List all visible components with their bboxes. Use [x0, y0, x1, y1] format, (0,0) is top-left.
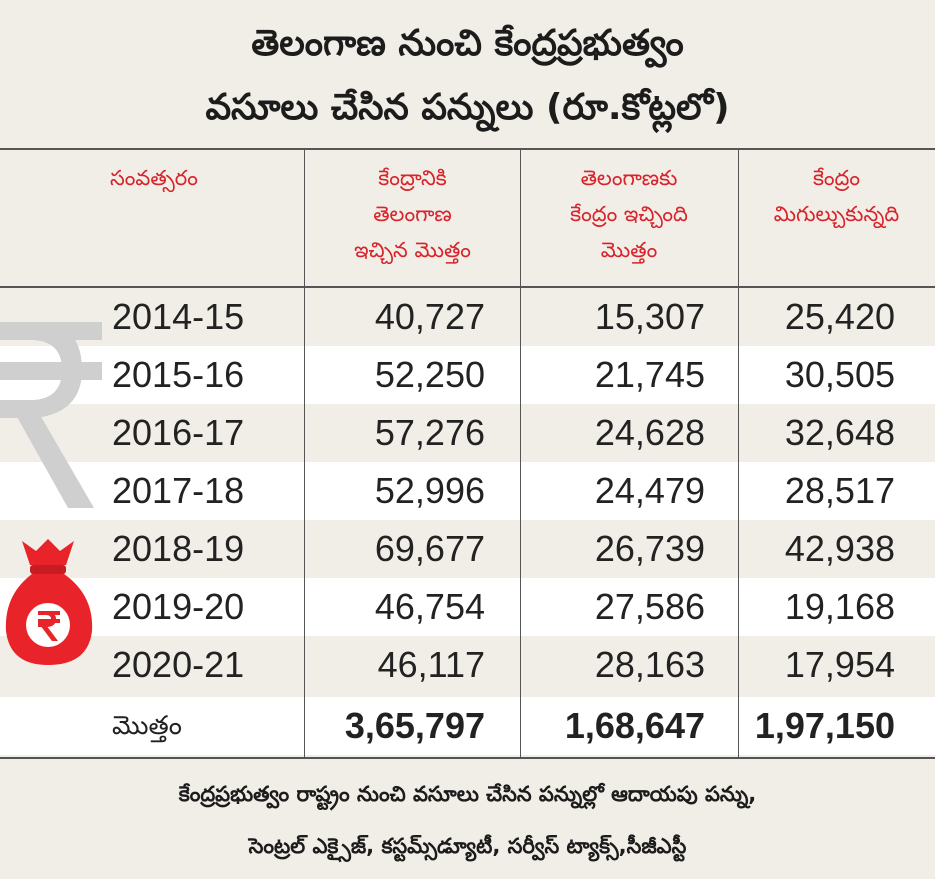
header-year: సంవత్సరం: [110, 160, 260, 196]
header-col1-line1: కేంద్రానికి: [378, 166, 447, 190]
cell-value-1: 52,996: [374, 470, 485, 511]
table-row: 2018-19 69,677 26,739 42,938: [0, 520, 935, 578]
cell-value-1: 69,677: [374, 528, 485, 569]
total-label: మొత్తం: [112, 711, 182, 741]
cell-value-2: 15,307: [594, 296, 705, 337]
total-value-3: 1,97,150: [754, 705, 895, 746]
header-col2-line1: తెలంగాణకు: [580, 166, 678, 190]
title-line-1: తెలంగాణ నుంచి కేంద్రప్రభుత్వం: [251, 23, 684, 64]
cell-value-3: 28,517: [784, 470, 895, 511]
cell-value-1: 57,276: [374, 412, 485, 453]
money-bag-icon: [5, 539, 93, 665]
rupee-symbol-icon: [0, 322, 102, 508]
table-row: 2016-17 57,276 24,628 32,648: [0, 404, 935, 462]
table-row: 2019-20 46,754 27,586 19,168: [0, 578, 935, 636]
table-row: 2017-18 52,996 24,479 28,517: [0, 462, 935, 520]
cell-year: 2019-20: [112, 586, 245, 627]
cell-value-2: 26,739: [594, 528, 705, 569]
cell-value-2: 24,628: [594, 412, 705, 453]
cell-year: 2018-19: [112, 528, 245, 569]
cell-value-1: 46,754: [374, 586, 485, 627]
cell-year: 2015-16: [112, 354, 245, 395]
header-col3-line2: మిగుల్చుకున్నది: [773, 202, 900, 226]
column-divider: [520, 150, 521, 757]
header-col2-line2: కేంద్రం ఇచ్చింది: [570, 202, 688, 226]
header-bottom-rule: [0, 286, 935, 288]
footer-line-2: సెంట్రల్ ఎక్సైజ్, కస్టమ్స్‌డ్యూటీ, సర్వీ…: [248, 834, 687, 858]
footer-note: కేంద్రప్రభుత్వం రాష్ట్రం నుంచి వసూలు చేస…: [0, 768, 935, 872]
cell-value-2: 21,745: [594, 354, 705, 395]
cell-value-3: 17,954: [784, 644, 895, 685]
title-line-2: వసూలు చేసిన పన్నులు (రూ.కోట్లలో): [205, 87, 730, 128]
header-col1-line3: ఇచ్చిన మొత్తం: [354, 238, 471, 262]
header-col2-line3: మొత్తం: [600, 238, 658, 262]
cell-value-3: 42,938: [784, 528, 895, 569]
cell-value-1: 46,117: [377, 644, 485, 685]
total-row: మొత్తం 3,65,797 1,68,647 1,97,150: [0, 697, 935, 755]
cell-year: 2014-15: [112, 296, 245, 337]
table-row: 2015-16 52,250 21,745 30,505: [0, 346, 935, 404]
total-value-2: 1,68,647: [564, 705, 705, 746]
cell-value-2: 24,479: [594, 470, 705, 511]
cell-value-3: 30,505: [784, 354, 895, 395]
header-col2: తెలంగాణకు కేంద్రం ఇచ్చింది మొత్తం: [520, 160, 738, 268]
header-col1: కేంద్రానికి తెలంగాణ ఇచ్చిన మొత్తం: [305, 160, 520, 268]
footer-line-1: కేంద్రప్రభుత్వం రాష్ట్రం నుంచి వసూలు చేస…: [178, 782, 757, 806]
footer-top-rule: [0, 757, 935, 759]
header-top-rule: [0, 148, 935, 150]
table-row: 2014-15 40,727 15,307 25,420: [0, 288, 935, 346]
table-row: 2020-21 46,117 28,163 17,954: [0, 636, 935, 694]
header-col3-line1: కేంద్రం: [812, 166, 861, 190]
cell-value-1: 40,727: [374, 296, 485, 337]
column-divider: [738, 150, 739, 757]
header-col1-line2: తెలంగాణ: [373, 202, 452, 226]
table-title: తెలంగాణ నుంచి కేంద్రప్రభుత్వం వసూలు చేసి…: [0, 0, 935, 148]
cell-value-3: 25,420: [784, 296, 895, 337]
cell-value-1: 52,250: [374, 354, 485, 395]
cell-value-3: 19,168: [784, 586, 895, 627]
cell-value-2: 27,586: [594, 586, 705, 627]
cell-year: 2020-21: [112, 644, 245, 685]
cell-year: 2016-17: [112, 412, 245, 453]
cell-year: 2017-18: [112, 470, 245, 511]
cell-value-3: 32,648: [784, 412, 895, 453]
column-divider: [304, 150, 305, 757]
cell-value-2: 28,163: [594, 644, 705, 685]
header-year-text: సంవత్సరం: [110, 166, 198, 190]
header-col3: కేంద్రం మిగుల్చుకున్నది: [738, 160, 935, 232]
total-value-1: 3,65,797: [344, 705, 485, 746]
